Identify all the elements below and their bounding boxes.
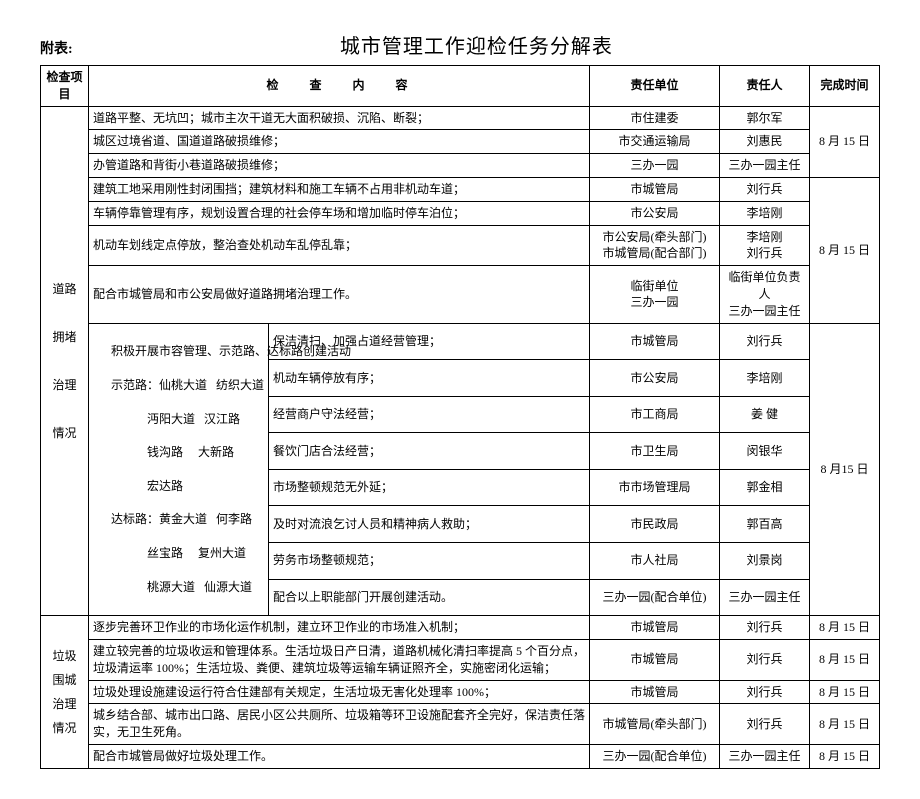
person-cell: 三办一园主任	[720, 154, 810, 178]
unit-cell: 市人社局	[590, 542, 720, 579]
subgroup-text: 达标路：黄金大道 何李路	[111, 512, 252, 526]
person-cell: 刘行兵	[720, 704, 810, 745]
unit-cell: 市城管局	[590, 639, 720, 680]
unit-cell: 市住建委	[590, 106, 720, 130]
category-cell-road: 道路 拥堵 治理 情况	[41, 106, 89, 616]
time-cell: 8 月 15 日	[810, 616, 880, 640]
table-row: 积极开展市容管理、示范路、达标路创建活动 示范路：仙桃大道 纺织大道 沔阳大道 …	[41, 323, 880, 360]
unit-cell: 市公安局(牵头部门) 市城管局(配合部门)	[590, 225, 720, 266]
person-cell: 闵银华	[720, 433, 810, 470]
time-cell: 8 月 15 日	[810, 177, 880, 323]
table-row: 机动车划线定点停放，整治查处机动车乱停乱靠； 市公安局(牵头部门) 市城管局(配…	[41, 225, 880, 266]
table-row: 城区过境省道、国道道路破损维修； 市交通运输局 刘惠民	[41, 130, 880, 154]
table-row: 办管道路和背街小巷道路破损维修； 三办一园 三办一园主任	[41, 154, 880, 178]
th-person: 责任人	[720, 66, 810, 107]
content-cell: 及时对流浪乞讨人员和精神病人救助；	[269, 506, 590, 543]
content-cell: 逐步完善环卫作业的市场化运作机制，建立环卫作业的市场准入机制；	[89, 616, 590, 640]
person-cell: 刘行兵	[720, 323, 810, 360]
time-cell: 8 月 15 日	[810, 106, 880, 177]
page-title: 城市管理工作迎检任务分解表	[73, 30, 880, 59]
person-cell: 姜 健	[720, 396, 810, 433]
unit-cell: 市卫生局	[590, 433, 720, 470]
th-time: 完成时间	[810, 66, 880, 107]
unit-cell: 市民政局	[590, 506, 720, 543]
content-cell: 建立较完善的垃圾收运和管理体系。生活垃圾日产日清，道路机械化清扫率提高 5 个百…	[89, 639, 590, 680]
table-row: 配合市城管局做好垃圾处理工作。 三办一园(配合单位) 三办一园主任 8 月 15…	[41, 744, 880, 768]
task-table: 检查项目 检 查 内 容 责任单位 责任人 完成时间 道路 拥堵 治理 情况 道…	[40, 65, 880, 769]
person-cell: 刘景岗	[720, 542, 810, 579]
person-cell: 刘行兵	[720, 639, 810, 680]
person-cell: 郭尔军	[720, 106, 810, 130]
th-unit: 责任单位	[590, 66, 720, 107]
subgroup-text: 桃源大道 仙源大道	[111, 580, 252, 594]
unit-cell: 三办一园	[590, 154, 720, 178]
table-row: 垃圾处理设施建设运行符合住建部有关规定，生活垃圾无害化处理率 100%； 市城管…	[41, 680, 880, 704]
person-cell: 三办一园主任	[720, 579, 810, 616]
content-cell: 配合市城管局和市公安局做好道路拥堵治理工作。	[89, 266, 590, 323]
th-category: 检查项目	[41, 66, 89, 107]
table-row: 建筑工地采用刚性封闭围挡；建筑材料和施工车辆不占用非机动车道； 市城管局 刘行兵…	[41, 177, 880, 201]
unit-cell: 市公安局	[590, 201, 720, 225]
content-cell: 市场整顿规范无外延；	[269, 469, 590, 506]
content-cell: 道路平整、无坑凹；城市主次干道无大面积破损、沉陷、断裂；	[89, 106, 590, 130]
content-cell: 建筑工地采用刚性封闭围挡；建筑材料和施工车辆不占用非机动车道；	[89, 177, 590, 201]
subgroup-text: 宏达路	[111, 479, 183, 493]
subgroup-text: 示范路：仙桃大道 纺织大道	[111, 378, 264, 392]
unit-cell: 市城管局	[590, 616, 720, 640]
content-cell: 劳务市场整顿规范；	[269, 542, 590, 579]
content-cell: 办管道路和背街小巷道路破损维修；	[89, 154, 590, 178]
annex-label: 附表:	[40, 38, 73, 58]
unit-cell: 临街单位 三办一园	[590, 266, 720, 323]
unit-cell: 市市场管理局	[590, 469, 720, 506]
unit-cell: 三办一园(配合单位)	[590, 744, 720, 768]
subgroup-left: 积极开展市容管理、示范路、达标路创建活动 示范路：仙桃大道 纺织大道 沔阳大道 …	[89, 323, 269, 616]
time-cell: 8 月 15 日	[810, 704, 880, 745]
person-cell: 刘惠民	[720, 130, 810, 154]
unit-cell: 市工商局	[590, 396, 720, 433]
content-cell: 经营商户守法经营；	[269, 396, 590, 433]
subgroup-text: 丝宝路 复州大道	[111, 546, 246, 560]
category-cell-garbage: 垃圾 围城 治理 情况	[41, 616, 89, 769]
subgroup-text: 钱沟路 大新路	[111, 445, 234, 459]
content-cell: 配合以上职能部门开展创建活动。	[269, 579, 590, 616]
time-cell: 8 月 15 日	[810, 680, 880, 704]
person-cell: 李培刚 刘行兵	[720, 225, 810, 266]
table-row: 车辆停靠管理有序，规划设置合理的社会停车场和增加临时停车泊位； 市公安局 李培刚	[41, 201, 880, 225]
table-row: 配合市城管局和市公安局做好道路拥堵治理工作。 临街单位 三办一园 临街单位负责人…	[41, 266, 880, 323]
content-cell: 机动车辆停放有序；	[269, 360, 590, 397]
content-cell: 餐饮门店合法经营；	[269, 433, 590, 470]
content-cell: 配合市城管局做好垃圾处理工作。	[89, 744, 590, 768]
person-cell: 郭金相	[720, 469, 810, 506]
unit-cell: 市公安局	[590, 360, 720, 397]
content-cell: 城乡结合部、城市出口路、居民小区公共厕所、垃圾箱等环卫设施配套齐全完好，保洁责任…	[89, 704, 590, 745]
table-row: 垃圾 围城 治理 情况 逐步完善环卫作业的市场化运作机制，建立环卫作业的市场准入…	[41, 616, 880, 640]
person-cell: 李培刚	[720, 360, 810, 397]
person-cell: 李培刚	[720, 201, 810, 225]
th-content: 检 查 内 容	[89, 66, 590, 107]
person-cell: 刘行兵	[720, 177, 810, 201]
table-row: 城乡结合部、城市出口路、居民小区公共厕所、垃圾箱等环卫设施配套齐全完好，保洁责任…	[41, 704, 880, 745]
person-cell: 刘行兵	[720, 616, 810, 640]
time-cell: 8 月 15 日	[810, 639, 880, 680]
unit-cell: 市城管局(牵头部门)	[590, 704, 720, 745]
content-cell: 机动车划线定点停放，整治查处机动车乱停乱靠；	[89, 225, 590, 266]
unit-cell: 市交通运输局	[590, 130, 720, 154]
content-cell: 城区过境省道、国道道路破损维修；	[89, 130, 590, 154]
person-cell: 刘行兵	[720, 680, 810, 704]
person-cell: 三办一园主任	[720, 744, 810, 768]
unit-cell: 市城管局	[590, 680, 720, 704]
unit-cell: 三办一园(配合单位)	[590, 579, 720, 616]
table-row: 道路 拥堵 治理 情况 道路平整、无坑凹；城市主次干道无大面积破损、沉陷、断裂；…	[41, 106, 880, 130]
table-header-row: 检查项目 检 查 内 容 责任单位 责任人 完成时间	[41, 66, 880, 107]
subgroup-text: 沔阳大道 汉江路	[111, 412, 240, 426]
content-cell: 车辆停靠管理有序，规划设置合理的社会停车场和增加临时停车泊位；	[89, 201, 590, 225]
unit-cell: 市城管局	[590, 177, 720, 201]
time-cell: 8 月15 日	[810, 323, 880, 616]
table-row: 建立较完善的垃圾收运和管理体系。生活垃圾日产日清，道路机械化清扫率提高 5 个百…	[41, 639, 880, 680]
person-cell: 临街单位负责人 三办一园主任	[720, 266, 810, 323]
content-cell: 垃圾处理设施建设运行符合住建部有关规定，生活垃圾无害化处理率 100%；	[89, 680, 590, 704]
person-cell: 郭百高	[720, 506, 810, 543]
unit-cell: 市城管局	[590, 323, 720, 360]
time-cell: 8 月 15 日	[810, 744, 880, 768]
